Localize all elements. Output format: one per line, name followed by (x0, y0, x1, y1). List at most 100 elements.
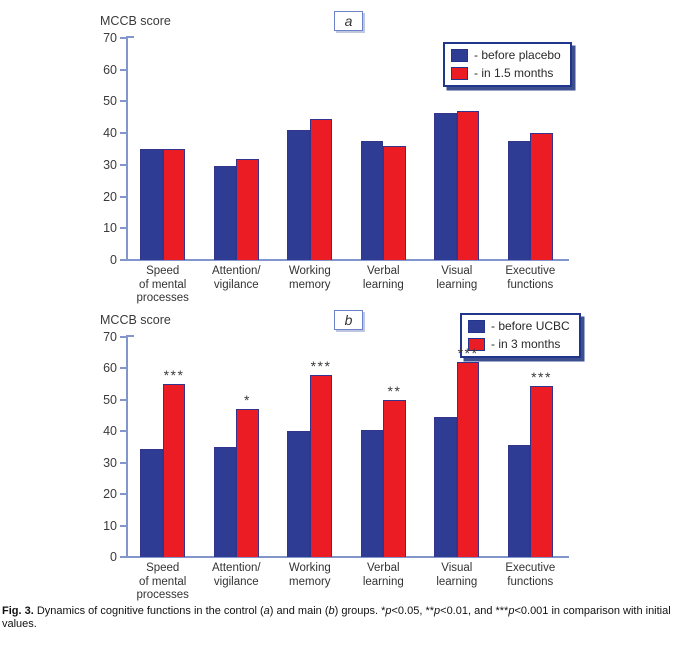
x-category-label: Executive functions (486, 562, 574, 589)
caption-segment: b (328, 605, 335, 617)
bar-series1-cat4 (360, 429, 384, 557)
y-axis-top-tick (126, 335, 134, 337)
bar-series1-cat2 (213, 447, 237, 557)
legend-row: - before UCBC (468, 318, 570, 334)
y-axis-top-tick (126, 36, 134, 38)
legend-swatch-red (451, 66, 468, 80)
bar-series2-cat3 (309, 118, 333, 260)
bar-series2-cat6 (530, 133, 553, 260)
bar-series2-cat1 (162, 149, 186, 260)
x-category-label-line: Attention/ (212, 562, 261, 574)
y-axis-tick (120, 367, 126, 370)
y-axis-tick (120, 430, 126, 433)
bar-series1-cat3 (287, 431, 310, 557)
significance-marker: *** (531, 368, 552, 385)
legend-row: - before placebo (451, 47, 561, 63)
panel-label-b: b (334, 310, 363, 330)
x-category-label-line: Speed (146, 265, 180, 277)
bar-series1-cat5 (434, 417, 457, 557)
y-axis-tick (120, 336, 126, 338)
caption-segment: <0.05, ** (391, 605, 435, 617)
y-axis-tick (120, 556, 126, 558)
x-category-label-line: memory (289, 575, 331, 588)
y-axis-line (126, 36, 128, 260)
y-axis-tick (120, 259, 126, 261)
x-category-label-line: learning (436, 278, 478, 291)
x-category-label-line: Visual (441, 562, 473, 574)
bar-series2-cat1 (162, 384, 186, 557)
legend-b: - before UCBC - in 3 months (460, 313, 581, 358)
x-category-label: Speed of mental processes (119, 265, 207, 306)
x-category-label-line: Working (288, 265, 331, 277)
significance-marker: *** (163, 367, 185, 384)
x-axis-line (126, 259, 569, 261)
y-axis-tick-label: 20 (103, 487, 117, 502)
caption-segment: p (385, 605, 392, 617)
plot-area-b: 0 10 20 30 40 50 60 70 *** * *** ** *** *** Speed of me… (103, 330, 569, 601)
legend-swatch-blue (451, 48, 468, 62)
legend-label-before-placebo: - before placebo (474, 48, 561, 62)
legend-label-before-ucbc: - before UCBC (491, 319, 570, 333)
y-axis-tick (120, 163, 126, 166)
panel-label-a: a (334, 11, 363, 31)
bar-series1-cat2 (213, 166, 237, 260)
caption-segment: ) and main ( (269, 605, 329, 617)
bar-series2-cat4 (383, 399, 406, 557)
x-category-label-line: vigilance (213, 575, 259, 588)
bar-series2-cat4 (383, 145, 406, 260)
caption-segment: Fig. 3. (2, 605, 34, 617)
plot-area-a: 0 10 20 30 40 50 60 70 Speed of mental processes At… (103, 31, 569, 304)
x-category-label-line: functions (507, 278, 554, 291)
y-axis-tick-label: 70 (103, 330, 117, 344)
bar-series1-cat1 (140, 149, 163, 260)
y-axis-tick-label: 0 (110, 253, 117, 267)
significance-marker: ** (387, 382, 402, 399)
bar-series2-cat5 (456, 362, 480, 557)
legend-swatch-blue (468, 319, 485, 333)
caption-segment: ) groups. * (334, 605, 386, 617)
bar-series2-cat5 (456, 110, 480, 260)
bar-series1-cat1 (140, 448, 163, 557)
legend-a: - before placebo - in 1.5 months (443, 42, 572, 87)
y-axis-tick (120, 100, 126, 103)
y-axis-tick-label: 20 (103, 189, 117, 204)
x-category-label: Speed of mental processes (119, 562, 207, 603)
x-category-label: Visual learning (413, 562, 501, 589)
bar-series1-cat4 (360, 141, 384, 260)
y-axis-title-b: MCCB score (100, 313, 171, 327)
x-category-label: Working memory (266, 562, 354, 589)
significance-marker: * (244, 392, 251, 409)
bar-series1-cat5 (434, 112, 457, 260)
x-category-label: Attention/vigilance (192, 265, 280, 292)
legend-label-in-3-months: - in 3 months (491, 337, 561, 351)
legend-label-in-1-5-months: - in 1.5 months (474, 66, 554, 80)
x-category-label: Executive functions (486, 265, 574, 292)
y-axis-tick (120, 398, 126, 401)
x-category-label-line: Executive (505, 562, 556, 574)
y-axis-tick (120, 461, 126, 464)
legend-row: - in 1.5 months (451, 65, 561, 81)
y-axis-tick-label: 30 (103, 157, 117, 172)
bar-series1-cat6 (507, 445, 531, 557)
x-category-label-line: Verbal (366, 562, 400, 574)
y-axis-tick-label: 50 (103, 94, 117, 109)
y-axis-tick-label: 10 (103, 221, 117, 236)
x-category-label: Verbal learning (339, 562, 427, 589)
x-category-label-line: learning (362, 278, 404, 291)
y-axis-tick-label: 50 (103, 392, 117, 407)
caption-segment: p (434, 605, 441, 617)
significance-marker: *** (457, 345, 479, 362)
x-category-label-line: Working (288, 562, 331, 574)
bar-series2-cat2 (236, 409, 259, 557)
y-axis-tick (120, 524, 126, 527)
x-category-label-line: processes (136, 292, 189, 304)
x-category-label: Working memory (266, 265, 354, 292)
y-axis-tick (120, 227, 126, 230)
x-category-label-line: of mental (139, 575, 187, 588)
x-category-label-line: Speed (146, 562, 180, 574)
x-category-label-line: processes (136, 589, 189, 601)
bar-series2-cat3 (309, 374, 333, 557)
y-axis-tick-label: 70 (103, 31, 117, 45)
y-axis-tick-label: 60 (103, 361, 117, 376)
